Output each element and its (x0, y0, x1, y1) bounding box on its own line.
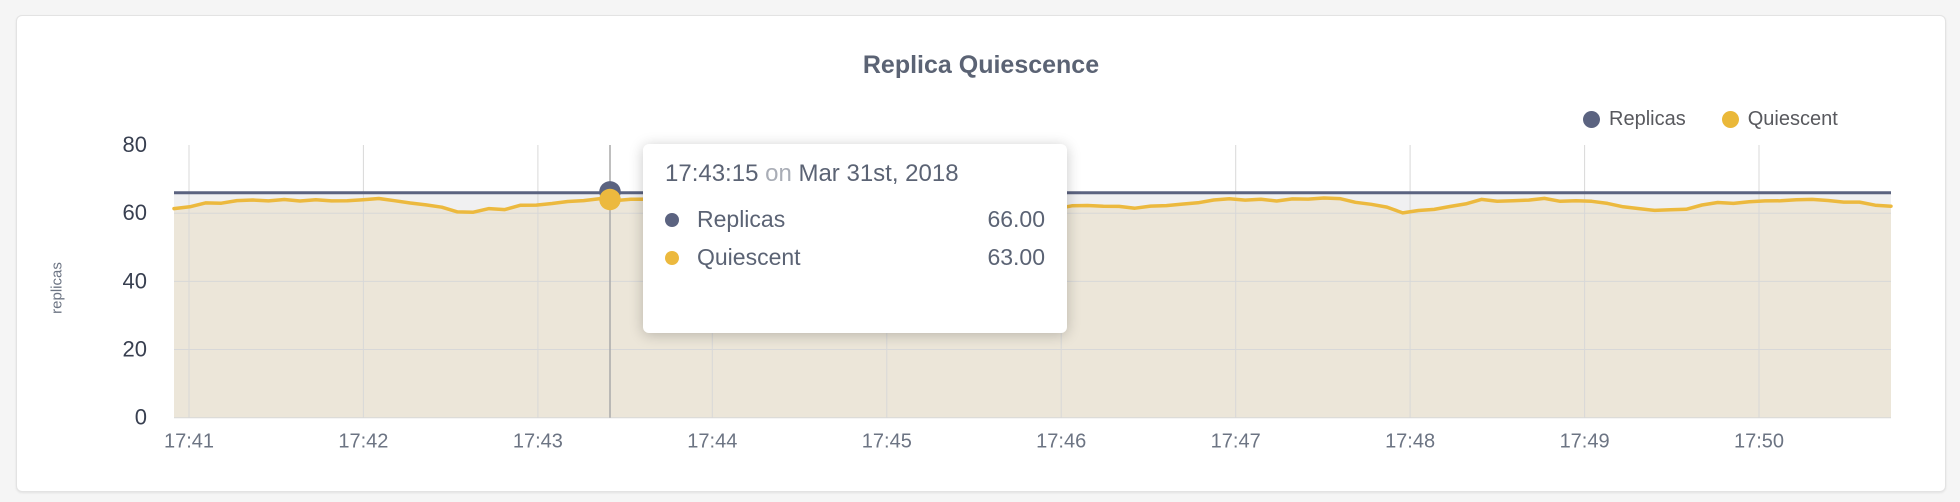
svg-text:17:43: 17:43 (513, 431, 563, 453)
svg-text:17:48: 17:48 (1385, 431, 1435, 453)
svg-text:80: 80 (123, 132, 147, 157)
svg-text:17:46: 17:46 (1036, 431, 1086, 453)
svg-text:17:45: 17:45 (862, 431, 912, 453)
svg-text:60: 60 (123, 200, 147, 225)
svg-text:20: 20 (123, 337, 147, 362)
svg-text:40: 40 (123, 268, 147, 293)
svg-text:17:50: 17:50 (1734, 431, 1784, 453)
svg-text:17:42: 17:42 (338, 431, 388, 453)
svg-text:17:44: 17:44 (687, 431, 737, 453)
svg-text:17:49: 17:49 (1560, 431, 1610, 453)
svg-text:17:41: 17:41 (164, 431, 214, 453)
svg-text:17:47: 17:47 (1211, 431, 1261, 453)
svg-text:0: 0 (135, 405, 147, 430)
